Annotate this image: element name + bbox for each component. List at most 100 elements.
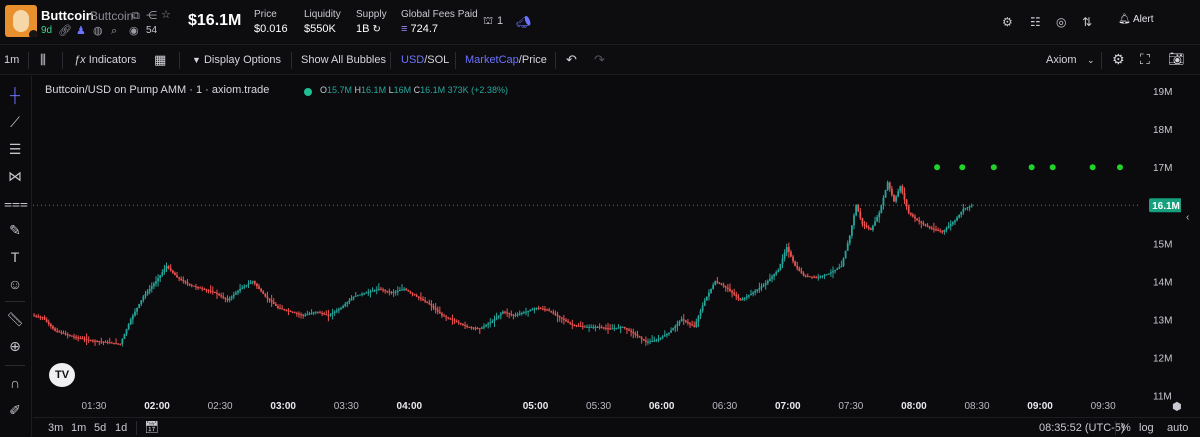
candle-body <box>45 319 48 322</box>
metric-toggle[interactable]: MarketCap/Price <box>465 54 547 66</box>
candle-body <box>323 313 326 315</box>
candle-body <box>369 291 372 293</box>
layout-grid-icon[interactable]: ▦ <box>154 52 167 67</box>
star-icon[interactable]: ☆ <box>161 9 171 21</box>
candle-body <box>243 286 246 288</box>
price-chart[interactable]: 11M12M13M14M15M16M17M18M19M01:3002:0002:… <box>33 76 1181 416</box>
candle-body <box>110 342 113 344</box>
candle-body <box>756 289 759 292</box>
candle-body <box>83 338 86 340</box>
text-icon[interactable]: T <box>10 249 20 265</box>
horizontal-lines-icon[interactable]: ☰ <box>8 141 22 157</box>
range-3m[interactable]: 3m <box>48 422 64 434</box>
watchlist-icon[interactable]: ⛫ <box>483 15 494 27</box>
candle-body <box>100 341 103 343</box>
price-scale-collapse[interactable]: ‹ ⬢ <box>1172 76 1200 416</box>
fullscreen-icon[interactable]: ⛶ <box>1140 51 1150 67</box>
currency-toggle[interactable]: USD/SOL <box>401 54 450 66</box>
candle-body <box>445 316 448 318</box>
candle-body <box>451 319 454 321</box>
candle-body <box>928 226 931 229</box>
candle-body <box>642 339 645 341</box>
hexagon-icon[interactable]: ⬢ <box>1172 401 1182 413</box>
candle-body <box>541 308 544 310</box>
zoom-in-icon[interactable]: ⊕ <box>9 338 21 354</box>
target-icon[interactable]: ◎ <box>1056 15 1067 29</box>
candle-body <box>966 207 969 209</box>
brush-icon[interactable]: ✎ <box>9 222 21 238</box>
candle-body <box>60 332 63 334</box>
refresh-icon[interactable]: ↻ <box>372 24 381 35</box>
candle-body <box>737 296 740 299</box>
chart-settings-icon[interactable]: ⚙ <box>1112 51 1125 67</box>
community-icon[interactable]: ♟︎ <box>76 25 86 37</box>
chevron-left-icon[interactable]: ‹ <box>1186 212 1190 223</box>
redo-icon[interactable]: ↷ <box>594 52 605 67</box>
tradingview-logo-icon[interactable]: TV <box>49 363 75 387</box>
stat-value: $550K <box>304 23 336 35</box>
candle-body <box>840 266 843 268</box>
candle-body <box>129 319 132 325</box>
ruler-icon[interactable]: 📏︎ <box>6 311 24 327</box>
display-options-button[interactable]: ▼ Display Options <box>192 54 282 66</box>
megaphone-icon[interactable]: 📣︎ <box>516 15 532 29</box>
candle-body <box>94 340 96 342</box>
alert-button[interactable]: 🔔︎ Alert <box>1118 14 1154 25</box>
trendline-icon[interactable]: ⟋ <box>10 114 20 130</box>
candle-body <box>853 215 855 226</box>
globe-icon[interactable]: ◍ <box>93 25 103 37</box>
emoji-icon[interactable]: ☺ <box>7 276 23 292</box>
range-5d[interactable]: 5d <box>94 422 107 434</box>
log-toggle[interactable]: log <box>1139 422 1154 434</box>
share-icon[interactable]: ⋲ <box>146 10 157 22</box>
range-1d[interactable]: 1d <box>115 422 128 434</box>
candle-body <box>886 182 889 191</box>
indicators-button[interactable]: ƒx Indicators <box>74 54 137 66</box>
auto-toggle[interactable]: auto <box>1167 422 1189 434</box>
lock-drawing-icon[interactable]: ✐ <box>9 402 21 418</box>
candle-body <box>811 276 813 278</box>
pattern-icon[interactable]: ⋈ <box>8 168 22 184</box>
candle-body <box>714 281 717 286</box>
candle-body <box>798 268 801 271</box>
show-all-bubbles-button[interactable]: Show All Bubbles <box>301 54 386 66</box>
token-avatar[interactable] <box>5 5 37 37</box>
crosshair-icon[interactable]: ┼ <box>10 87 20 103</box>
time-tick-label: 04:00 <box>397 401 423 412</box>
divider <box>179 52 180 69</box>
candle-body <box>867 227 870 229</box>
candle-body <box>436 309 439 312</box>
candle-body <box>964 208 967 210</box>
candle-body <box>567 321 569 323</box>
candle-body <box>695 321 698 327</box>
candle-body <box>848 235 851 244</box>
candle-style-icon[interactable]: ⫼ <box>40 52 46 67</box>
candle-body <box>663 335 666 337</box>
price-tick-label: 13M <box>1153 315 1172 326</box>
fib-retracement-icon[interactable]: ⩶ <box>4 195 28 211</box>
chevron-down-icon[interactable]: ⌄ <box>1087 55 1095 65</box>
percent-toggle[interactable]: % <box>1121 422 1131 434</box>
candlestick-chart[interactable]: 11M12M13M14M15M16M17M18M19M01:3002:0002:… <box>33 76 1181 416</box>
candle-body <box>398 290 401 292</box>
candle-body <box>283 309 286 311</box>
link-icon[interactable]: 🔗︎ <box>58 25 72 37</box>
calendar-icon[interactable]: 📅︎ <box>144 420 160 434</box>
interval-selector[interactable]: 1m <box>4 54 20 66</box>
candle-body <box>678 321 681 324</box>
sort-icon[interactable]: ⇅ <box>1082 15 1093 29</box>
candle-body <box>733 292 736 295</box>
chart-source-select[interactable]: Axiom <box>1046 54 1077 66</box>
magnet-icon[interactable]: ∩ <box>9 375 21 391</box>
range-1m[interactable]: 1m <box>71 422 87 434</box>
camera-icon[interactable]: 📷︎ <box>1168 51 1185 66</box>
candle-body <box>150 286 153 289</box>
time-tick-label: 07:30 <box>838 401 863 412</box>
settings-icon[interactable]: ⚙ <box>1002 15 1013 29</box>
undo-icon[interactable]: ↶ <box>566 52 577 67</box>
candle-body <box>155 281 157 284</box>
copy-icon[interactable]: ⧉ <box>132 10 140 22</box>
search-icon[interactable]: ⌕ <box>111 25 118 37</box>
list-filter-icon[interactable]: ☷ <box>1030 15 1041 29</box>
candle-body <box>201 288 204 290</box>
